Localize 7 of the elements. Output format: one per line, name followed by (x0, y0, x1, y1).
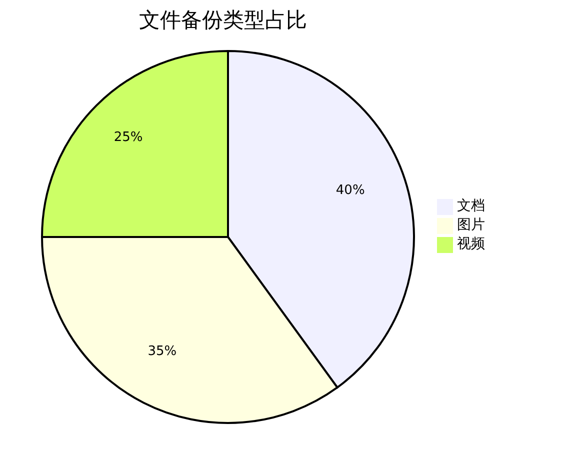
chart-title: 文件备份类型占比 (138, 7, 308, 34)
data-label: 40% (336, 183, 365, 198)
legend-label: 图片 (457, 216, 485, 235)
legend-label: 视频 (457, 235, 485, 254)
data-label: 35% (148, 344, 177, 359)
data-label: 25% (114, 130, 143, 145)
slice-label: 文档 (457, 197, 485, 216)
